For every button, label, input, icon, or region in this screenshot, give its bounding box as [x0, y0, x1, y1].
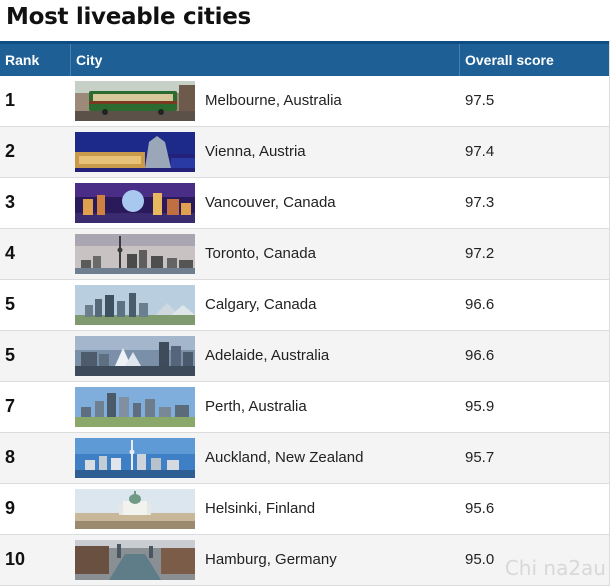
- score-cell: 96.6: [465, 296, 495, 313]
- rank-cell: 7: [5, 396, 16, 416]
- vienna-statue-night-photo: [75, 132, 195, 172]
- toronto-skyline-photo: [75, 234, 195, 274]
- column-header-rank: Rank: [5, 52, 40, 68]
- city-cell: Hamburg, Germany: [205, 551, 337, 568]
- city-cell: Adelaide, Australia: [205, 347, 330, 364]
- rank-cell: 3: [5, 192, 16, 212]
- score-cell: 95.6: [465, 500, 495, 517]
- calgary-skyline-photo: [75, 285, 195, 325]
- score-cell: 95.0: [465, 551, 495, 568]
- table-row: 10 Hamburg, Germany 95.0: [0, 535, 609, 586]
- rank-cell: 5: [5, 294, 16, 314]
- liveable-cities-table: Rank City Overall score 1 Melbourne, Aust…: [0, 41, 610, 586]
- table-row: 9 Helsinki, Finland 95.6: [0, 484, 609, 535]
- vancouver-night-skyline-photo: [75, 183, 195, 223]
- score-cell: 95.7: [465, 449, 495, 466]
- city-cell: Perth, Australia: [205, 398, 307, 415]
- header-divider: [459, 44, 460, 76]
- city-cell: Vancouver, Canada: [205, 194, 336, 211]
- table-body: 1 Melbourne, Australia 97.5 2 Vienna, Austri…: [0, 76, 609, 586]
- table-row: 5 Adelaide, Australia 96.6: [0, 331, 609, 382]
- column-header-score: Overall score: [465, 52, 554, 68]
- table-row: 2 Vienna, Austria 97.4: [0, 127, 609, 178]
- column-header-city: City: [76, 52, 103, 68]
- city-cell: Toronto, Canada: [205, 245, 316, 262]
- rank-cell: 2: [5, 141, 16, 161]
- table-row: 1 Melbourne, Australia 97.5: [0, 76, 609, 127]
- table-title: Most liveable cities: [6, 4, 251, 30]
- table-header: Rank City Overall score: [0, 41, 609, 76]
- table-row: 4 Toronto, Canada 97.2: [0, 229, 609, 280]
- watermark: Chi na2au: [504, 556, 606, 580]
- rank-cell: 9: [5, 498, 16, 518]
- score-cell: 97.2: [465, 245, 495, 262]
- table-row: 8 Auckland, New Zealand 95.7: [0, 433, 609, 484]
- hamburg-canal-photo: [75, 540, 195, 580]
- city-cell: Vienna, Austria: [205, 143, 306, 160]
- rank-cell: 4: [5, 243, 16, 263]
- city-cell: Melbourne, Australia: [205, 92, 342, 109]
- table-row: 3 Vancouver, Canada 97.3: [0, 178, 609, 229]
- table-row: 5 Calgary, Canada 96.6: [0, 280, 609, 331]
- rank-cell: 5: [5, 345, 16, 365]
- table-row: 7 Perth, Australia 95.9: [0, 382, 609, 433]
- rank-cell: 1: [5, 90, 16, 110]
- score-cell: 97.4: [465, 143, 495, 160]
- city-cell: Auckland, New Zealand: [205, 449, 364, 466]
- rank-cell: 10: [5, 549, 26, 569]
- helsinki-cathedral-photo: [75, 489, 195, 529]
- perth-skyline-photo: [75, 387, 195, 427]
- city-cell: Calgary, Canada: [205, 296, 317, 313]
- score-cell: 97.3: [465, 194, 495, 211]
- rank-cell: 8: [5, 447, 16, 467]
- auckland-skyline-photo: [75, 438, 195, 478]
- adelaide-fountain-photo: [75, 336, 195, 376]
- score-cell: 97.5: [465, 92, 495, 109]
- score-cell: 96.6: [465, 347, 495, 364]
- city-cell: Helsinki, Finland: [205, 500, 316, 517]
- melbourne-tram-photo: [75, 81, 195, 121]
- header-divider: [70, 44, 71, 76]
- score-cell: 95.9: [465, 398, 495, 415]
